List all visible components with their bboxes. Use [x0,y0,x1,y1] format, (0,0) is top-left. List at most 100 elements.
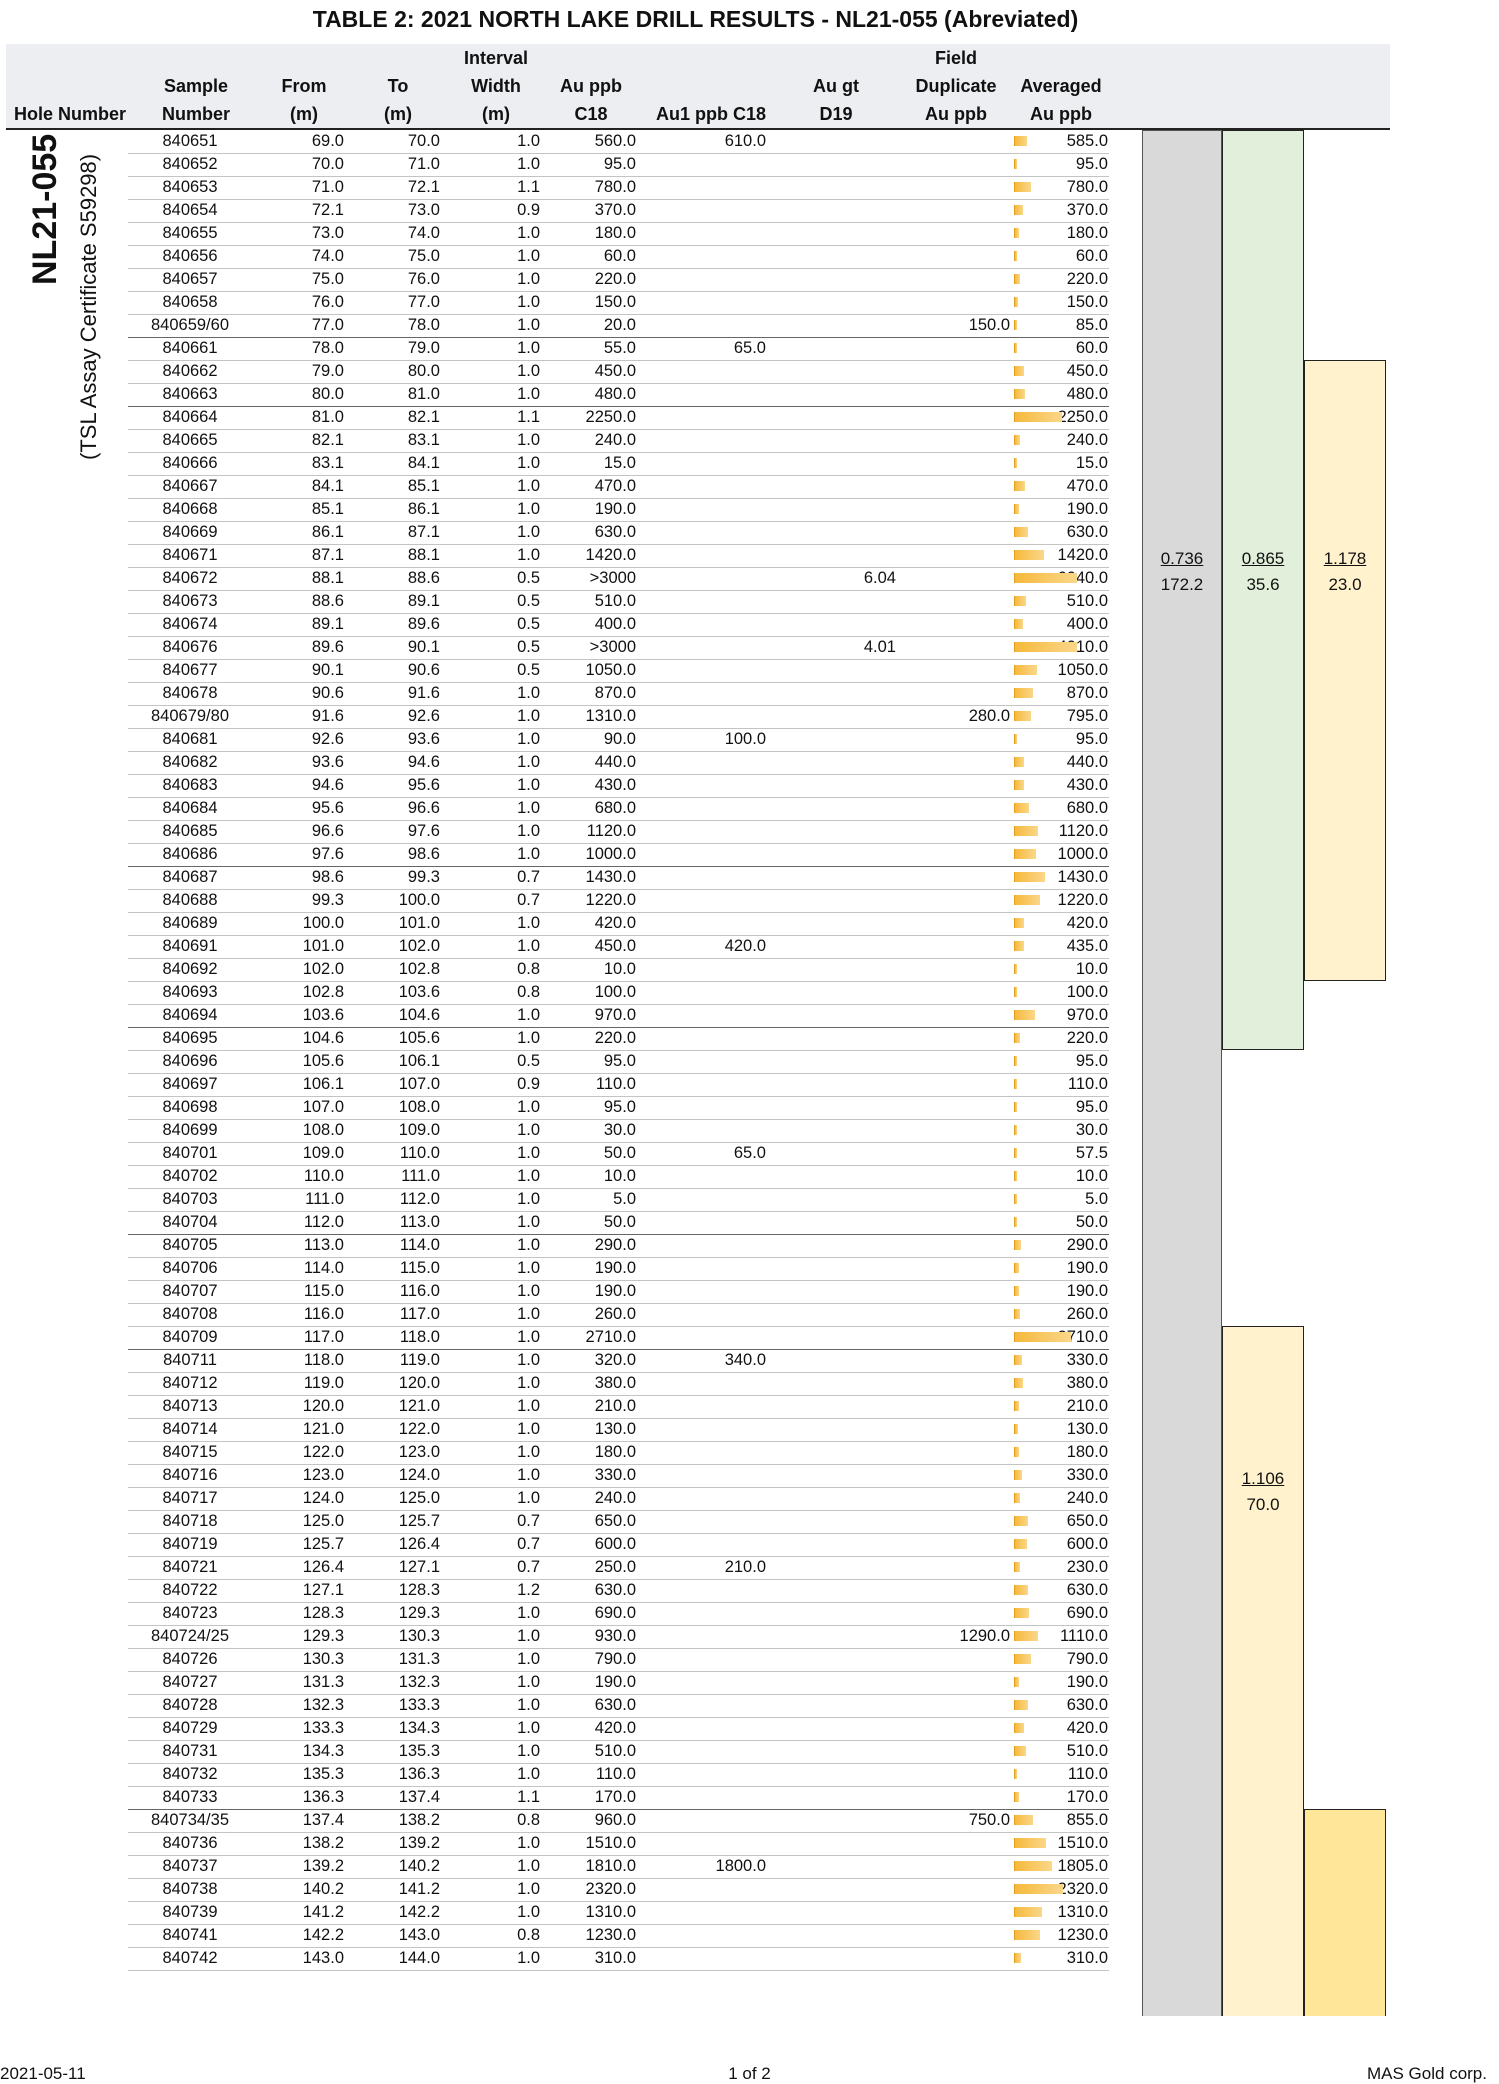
summary-grade-green: 0.865 [1241,549,1285,568]
cell-to: 117.0 [399,1305,440,1323]
cell-au-ppb: 1120.0 [586,822,636,840]
cell-to: 100.0 [398,891,440,909]
cell-to: 96.6 [407,799,440,817]
row-separator [128,1947,1109,1948]
cell-averaged: 180.0 [1066,224,1108,242]
cell-from: 90.1 [311,661,344,679]
cell-from: 102.0 [302,960,344,978]
cell-field-duplicate: 750.0 [968,1811,1010,1829]
cell-from: 119.0 [303,1374,344,1392]
cell-averaged: 190.0 [1066,1673,1108,1691]
column-header-hole-number: Hole Number [13,104,127,124]
cell-from: 141.2 [302,1903,344,1921]
cell-sample: 840704 [162,1213,218,1231]
row-separator [128,1579,1109,1580]
cell-au-ppb: 1230.0 [585,1926,636,1944]
cell-to: 127.1 [398,1558,440,1576]
cell-averaged: 50.0 [1075,1213,1108,1231]
cell-from: 79.0 [311,362,344,380]
cell-sample: 840696 [162,1052,218,1070]
cell-interval: 1.0 [517,523,540,541]
row-separator [128,1280,1109,1281]
cell-sample: 840655 [162,224,218,242]
cell-averaged: 85.0 [1075,316,1108,334]
cell-to: 130.3 [398,1627,440,1645]
row-separator [128,1027,1109,1028]
cell-field-duplicate: 150.0 [968,316,1010,334]
cell-averaged: 100.0 [1066,983,1108,1001]
cell-interval: 1.0 [517,707,540,725]
cell-sample: 840692 [162,960,218,978]
column-header-au-gt: Au gt [813,76,859,96]
averaged-data-bar [1014,1401,1020,1411]
cell-au-ppb: 650.0 [594,1512,636,1530]
cell-interval: 1.0 [517,1029,540,1047]
cell-au-ppb: 330.0 [594,1466,636,1484]
cell-au-ppb: 95.0 [603,1052,636,1070]
column-header-au-ppb: C18 [574,104,608,124]
cell-from: 125.0 [302,1512,344,1530]
cell-sample: 840703 [162,1190,218,1208]
cell-sample: 840679/80 [151,707,229,725]
cell-interval: 1.0 [517,1650,540,1668]
cell-averaged: 2250.0 [1057,408,1108,426]
row-separator [128,958,1109,959]
averaged-data-bar [1014,1424,1018,1434]
cell-sample: 840685 [162,822,218,840]
cell-interval: 1.0 [517,132,540,150]
cell-interval: 1.0 [517,1374,540,1392]
cell-from: 98.6 [311,868,344,886]
cell-to: 138.2 [398,1811,440,1829]
averaged-data-bar [1014,1056,1017,1066]
summary-grade-grey: 0.736 [1160,549,1204,568]
cell-to: 135.3 [398,1742,440,1760]
cell-interval: 0.7 [517,891,540,909]
averaged-data-bar [1014,550,1045,560]
cell-sample: 840711 [163,1351,217,1369]
row-separator [128,176,1109,177]
row-separator [128,1648,1109,1649]
cell-from: 128.3 [302,1604,344,1622]
cell-averaged: 180.0 [1066,1443,1108,1461]
cell-au-ppb: 130.0 [594,1420,636,1438]
cell-sample: 840707 [162,1282,218,1300]
cell-averaged: 1110.0 [1059,1627,1108,1645]
cell-to: 79.0 [407,339,440,357]
column-header-to: To [387,76,409,96]
cell-au-ppb: 20.0 [603,316,636,334]
cell-au-ppb: 240.0 [594,1489,636,1507]
cell-au-ppb: 190.0 [594,1673,636,1691]
row-separator [128,866,1109,867]
table-header: Hole Number Sample Number From (m) To (m) Inter… [6,44,1390,130]
row-separator [128,659,1109,660]
cell-to: 110.0 [399,1144,440,1162]
cell-au-ppb: 60.0 [603,247,636,265]
averaged-data-bar [1014,1838,1047,1848]
cell-interval: 1.0 [517,316,540,334]
cell-from: 133.3 [302,1719,344,1737]
column-header-au-gt: D19 [819,104,853,124]
cell-to: 115.0 [399,1259,440,1277]
row-separator [128,1050,1109,1051]
cell-averaged: 220.0 [1066,1029,1108,1047]
cell-interval: 1.0 [517,684,540,702]
cell-au-ppb: 1000.0 [585,845,636,863]
assay-certificate-label: (TSL Assay Certificate S59298) [76,153,101,460]
cell-interval: 0.8 [517,1811,540,1829]
cell-interval: 0.9 [517,201,540,219]
averaged-data-bar [1014,1631,1038,1641]
row-separator [128,199,1109,200]
averaged-data-bar [1014,573,1077,583]
cell-averaged: 630.0 [1066,1696,1108,1714]
row-separator [128,889,1109,890]
row-separator [128,1349,1109,1350]
cell-from: 88.1 [311,569,344,587]
cell-averaged: 5.0 [1085,1190,1108,1208]
cell-au-ppb: 1810.0 [585,1857,636,1875]
cell-to: 142.2 [398,1903,440,1921]
cell-sample: 840658 [162,293,218,311]
cell-from: 113.0 [303,1236,344,1254]
row-separator [128,475,1109,476]
cell-from: 130.3 [302,1650,344,1668]
cell-to: 91.6 [407,684,440,702]
